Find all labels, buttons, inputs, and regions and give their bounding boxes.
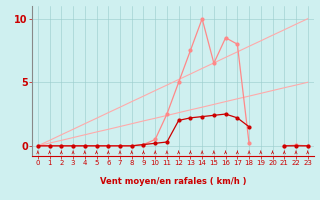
X-axis label: Vent moyen/en rafales ( km/h ): Vent moyen/en rafales ( km/h ): [100, 177, 246, 186]
